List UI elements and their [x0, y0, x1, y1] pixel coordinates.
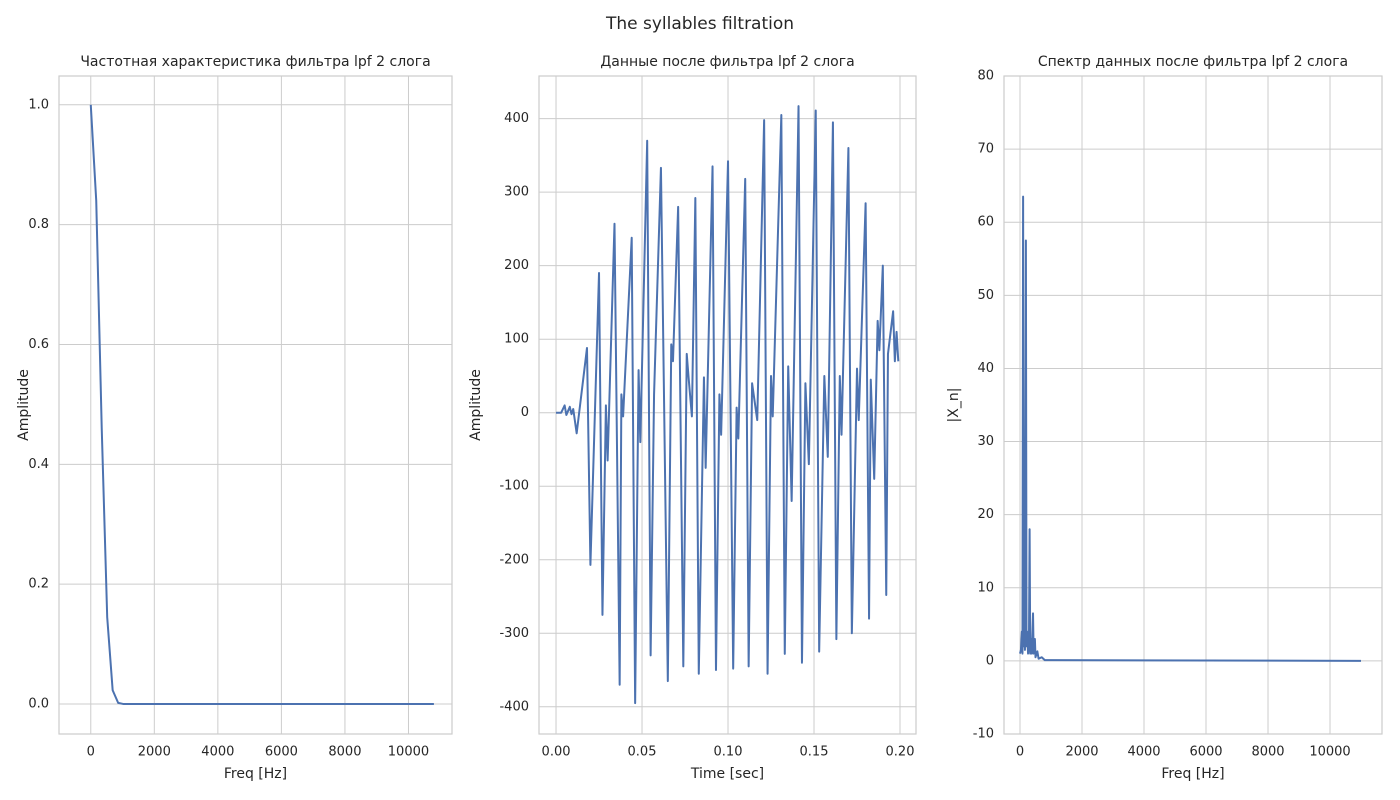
- x-tick-label: 0.15: [800, 745, 829, 760]
- y-tick-label: 10: [977, 580, 994, 595]
- y-tick-label: 0.6: [28, 337, 49, 352]
- y-tick-label: 50: [977, 288, 994, 303]
- y-tick-label: -300: [499, 626, 529, 641]
- y-tick-label: 70: [977, 142, 994, 157]
- figure-title: The syllables filtration: [605, 14, 794, 34]
- x-tick-label: 0.10: [714, 745, 743, 760]
- x-tick-label: 4000: [201, 745, 234, 760]
- axes-title: Спектр данных после фильтра lpf 2 слога: [1038, 54, 1348, 70]
- y-tick-label: 0: [521, 405, 529, 420]
- axes-title: Данные после фильтра lpf 2 слога: [600, 54, 854, 70]
- y-tick-label: 60: [977, 215, 994, 230]
- x-tick-label: 0.20: [886, 745, 915, 760]
- y-tick-label: 0.2: [28, 577, 49, 592]
- data-line: [1019, 195, 1362, 662]
- y-tick-label: -10: [973, 727, 994, 742]
- axes-frame: [538, 75, 917, 735]
- x-tick-label: 8000: [328, 745, 361, 760]
- y-tick-label: 20: [977, 507, 994, 522]
- x-tick-label: 4000: [1127, 745, 1160, 760]
- y-tick-label: 30: [977, 434, 994, 449]
- y-tick-label: 1.0: [28, 97, 49, 112]
- x-tick-label: 2000: [1065, 745, 1098, 760]
- y-tick-label: 40: [977, 361, 994, 376]
- data-line: [89, 104, 434, 706]
- x-axis-label: Time [sec]: [690, 766, 764, 782]
- x-tick-label: 6000: [1189, 745, 1222, 760]
- y-tick-label: 0: [986, 653, 994, 668]
- x-tick-label: 10000: [388, 745, 429, 760]
- x-tick-label: 6000: [265, 745, 298, 760]
- axes-frame: [58, 75, 453, 735]
- axes-title: Частотная характеристика фильтра lpf 2 с…: [80, 54, 430, 70]
- y-tick-label: 400: [504, 111, 529, 126]
- y-tick-label: 0.8: [28, 217, 49, 232]
- y-tick-label: 0.0: [28, 697, 49, 712]
- x-tick-label: 0: [1016, 745, 1024, 760]
- x-tick-label: 8000: [1251, 745, 1284, 760]
- data-line: [556, 105, 900, 705]
- y-tick-label: 300: [504, 185, 529, 200]
- y-tick-label: 0.4: [28, 457, 49, 472]
- x-tick-label: 10000: [1309, 745, 1350, 760]
- y-tick-label: 80: [977, 69, 994, 84]
- x-axis-label: Freq [Hz]: [224, 766, 287, 782]
- y-tick-label: -400: [499, 699, 529, 714]
- y-axis-label: Amplitude: [468, 369, 484, 441]
- y-tick-label: -100: [499, 479, 529, 494]
- y-tick-label: 200: [504, 258, 529, 273]
- y-axis-label: |X_n|: [946, 388, 962, 423]
- y-tick-label: 100: [504, 332, 529, 347]
- x-tick-label: 0.05: [628, 745, 657, 760]
- x-tick-label: 0: [87, 745, 95, 760]
- x-tick-label: 2000: [138, 745, 171, 760]
- y-axis-label: Amplitude: [16, 369, 32, 441]
- axes-frame: [1003, 75, 1383, 735]
- x-tick-label: 0.00: [542, 745, 571, 760]
- x-axis-label: Freq [Hz]: [1161, 766, 1224, 782]
- y-tick-label: -200: [499, 552, 529, 567]
